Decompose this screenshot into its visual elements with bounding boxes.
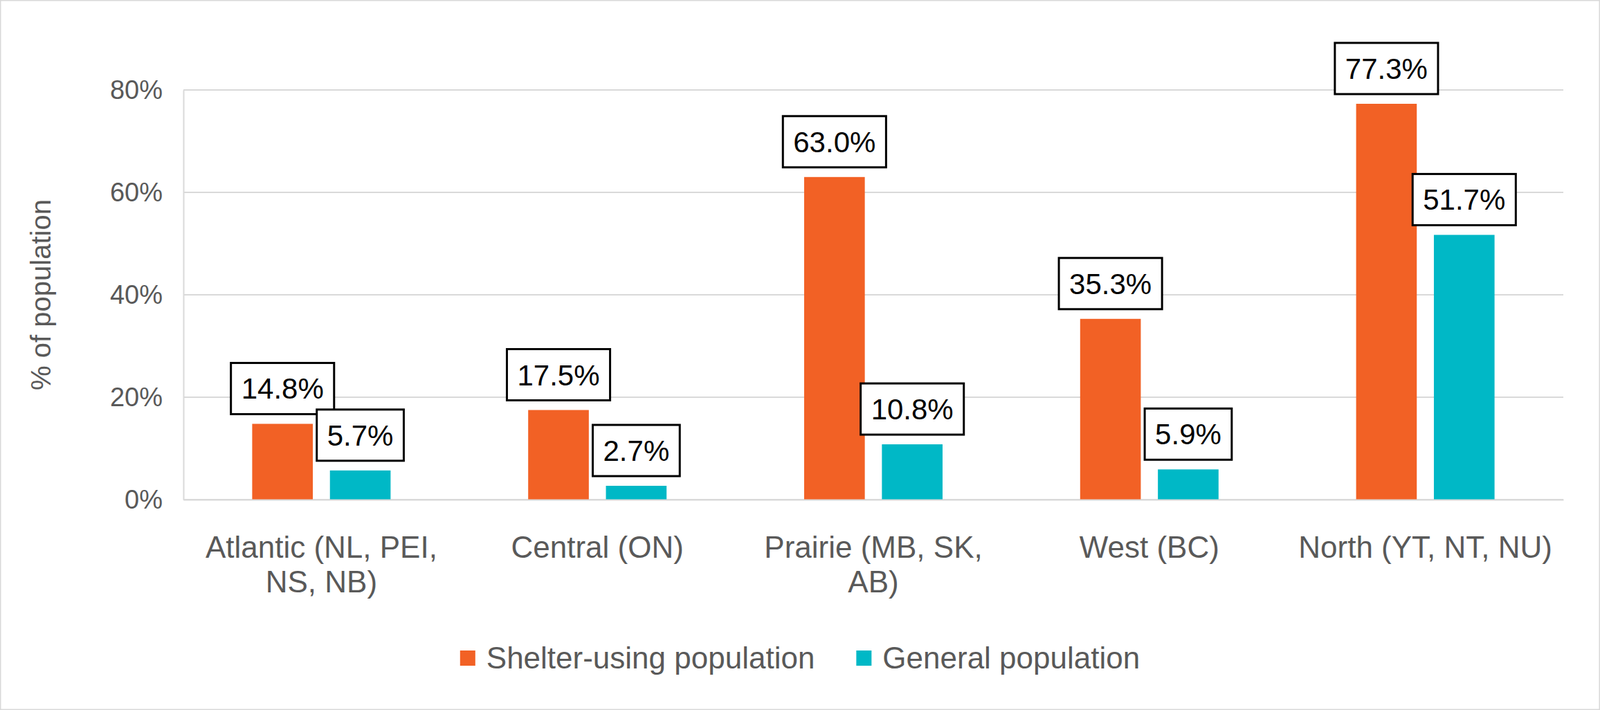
y-tick-label: 0% xyxy=(124,485,163,515)
x-tick: Central (ON) xyxy=(511,499,684,565)
legend-label: General population xyxy=(882,640,1140,675)
legend-swatch xyxy=(460,650,476,666)
data-label: 10.8% xyxy=(860,383,965,435)
x-tick-label: Prairie (MB, SK,AB) xyxy=(764,530,983,599)
data-label-box xyxy=(231,362,335,414)
x-tick-label: Central (ON) xyxy=(511,530,684,565)
legend-item: Shelter-using population xyxy=(460,640,816,675)
data-label: 63.0% xyxy=(782,116,886,168)
data-label-text: 77.3% xyxy=(1345,52,1428,86)
bar xyxy=(1433,234,1495,500)
data-label-box xyxy=(593,424,681,477)
x-axis: Atlantic (NL, PEI,NS, NB) Central (ON) Pra… xyxy=(184,499,1565,599)
data-label: 35.3% xyxy=(1058,258,1162,310)
x-tick-label: Atlantic (NL, PEI,NS, NB) xyxy=(205,530,438,599)
legend-label: Shelter-using population xyxy=(486,640,816,675)
x-tick: Atlantic (NL, PEI,NS, NB) xyxy=(205,499,438,599)
bar xyxy=(251,423,313,500)
legend-swatch xyxy=(856,650,872,666)
bar xyxy=(1080,319,1142,500)
y-tick: 80% xyxy=(110,75,184,105)
x-tick: West (BC) xyxy=(1079,499,1220,565)
data-label: 51.7% xyxy=(1412,173,1516,225)
bar xyxy=(881,444,943,500)
chart: 0% 20% 40% 60% 80% Atlantic (NL, PEI,NS, NB) C… xyxy=(0,0,1600,710)
x-axis-line xyxy=(184,499,1565,502)
bar xyxy=(330,470,392,500)
x-tick-label: North (YT, NT, NU) xyxy=(1298,530,1553,565)
y-tick: 0% xyxy=(124,485,184,515)
background xyxy=(0,0,1600,710)
bar xyxy=(1356,103,1418,500)
y-tick-label: 80% xyxy=(110,75,163,105)
data-label-text: 51.7% xyxy=(1422,183,1506,216)
data-label: 5.7% xyxy=(316,409,405,461)
data-label-text: 5.7% xyxy=(327,419,394,452)
y-tick-label: 40% xyxy=(110,280,163,310)
data-label-text: 10.8% xyxy=(871,393,954,426)
bar xyxy=(804,177,866,500)
x-tick: Prairie (MB, SK,AB) xyxy=(764,499,983,599)
data-label-text: 2.7% xyxy=(603,434,670,468)
data-label: 77.3% xyxy=(1334,42,1439,95)
legend-item: General population xyxy=(856,640,1140,675)
y-axis: 0% 20% 40% 60% 80% xyxy=(110,75,185,515)
data-label-box xyxy=(316,409,405,461)
data-label-box xyxy=(860,383,965,435)
data-label-text: 35.3% xyxy=(1069,267,1152,301)
bars xyxy=(251,103,1495,500)
x-tick-label: West (BC) xyxy=(1079,530,1220,565)
data-label-box xyxy=(1334,42,1439,95)
data-label: 14.8% xyxy=(231,362,335,414)
bar xyxy=(1157,469,1219,500)
data-label-box xyxy=(1412,173,1516,225)
legend: Shelter-using population General populati… xyxy=(460,640,1140,675)
data-labels: 14.8% 17.5% 63.0% 35.3% 77.3% 5.7% 2.7% 10.8% 5.… xyxy=(231,42,1517,477)
data-label: 2.7% xyxy=(593,424,681,477)
data-label: 5.9% xyxy=(1144,408,1232,460)
y-tick: 60% xyxy=(110,177,184,207)
data-label-text: 14.8% xyxy=(241,372,324,405)
y-tick: 20% xyxy=(110,382,184,412)
x-tick: North (YT, NT, NU) xyxy=(1298,499,1553,565)
data-label-box xyxy=(1144,408,1232,460)
bar xyxy=(528,410,589,501)
bar xyxy=(606,485,668,500)
data-label-box xyxy=(506,349,610,401)
data-label-text: 63.0% xyxy=(793,125,876,159)
data-label-box xyxy=(782,116,886,168)
data-label-text: 17.5% xyxy=(516,359,600,392)
y-tick-label: 60% xyxy=(110,177,163,207)
data-label: 17.5% xyxy=(506,349,610,401)
y-tick: 40% xyxy=(110,280,184,310)
grid xyxy=(183,89,1564,500)
y-axis-line xyxy=(183,90,185,501)
data-label-text: 5.9% xyxy=(1155,417,1222,451)
data-label-box xyxy=(1058,258,1162,310)
y-tick-label: 20% xyxy=(110,382,163,412)
y-axis-title: % of population xyxy=(25,199,57,391)
